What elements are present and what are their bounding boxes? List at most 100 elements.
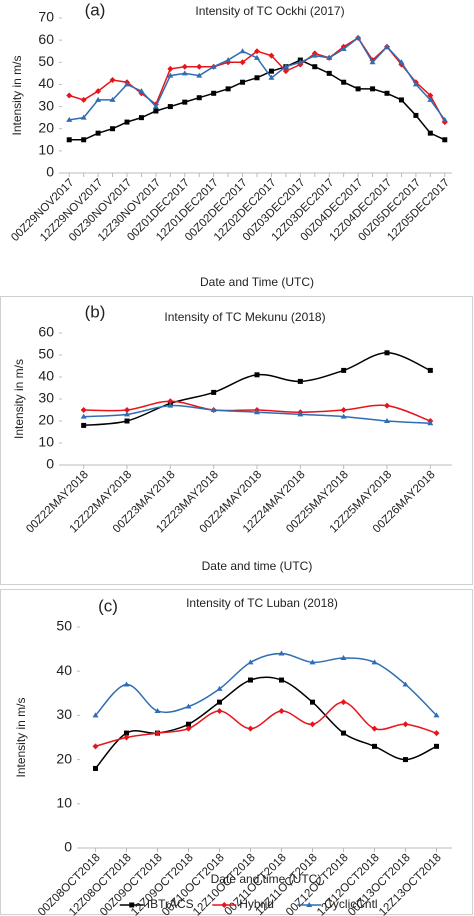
marker <box>370 86 376 92</box>
marker <box>124 411 130 417</box>
series-line <box>95 701 437 748</box>
marker <box>167 402 174 408</box>
marker <box>66 116 73 122</box>
marker <box>427 92 434 99</box>
marker <box>196 95 202 101</box>
y-tick-label: 40 <box>56 662 72 678</box>
marker <box>427 420 434 426</box>
marker <box>268 52 275 59</box>
marker <box>355 34 362 40</box>
marker <box>109 77 116 83</box>
marker <box>297 411 304 417</box>
marker <box>398 59 405 65</box>
marker <box>124 730 129 736</box>
marker <box>340 413 347 419</box>
marker <box>309 721 316 728</box>
marker <box>326 70 332 76</box>
marker <box>217 699 222 705</box>
marker <box>95 130 101 136</box>
marker <box>413 112 419 118</box>
marker <box>154 707 161 713</box>
marker <box>427 130 433 136</box>
legend-label: IBTrACS <box>147 897 194 911</box>
y-tick-label: 50 <box>38 346 54 362</box>
marker <box>129 902 135 908</box>
y-tick-label: 0 <box>46 164 54 180</box>
marker <box>138 88 145 94</box>
marker <box>167 104 173 110</box>
panel-frame <box>0 296 473 585</box>
marker <box>95 88 102 95</box>
marker <box>355 86 361 92</box>
marker <box>124 81 130 87</box>
chart-title: Intensity of TC Mekunu (2018) <box>164 310 325 324</box>
marker <box>221 902 228 908</box>
marker <box>278 650 285 656</box>
y-tick-label: 60 <box>38 324 54 340</box>
marker <box>196 63 203 70</box>
marker <box>152 103 159 109</box>
marker <box>412 81 419 87</box>
y-tick-label: 10 <box>56 795 72 811</box>
marker <box>216 685 223 691</box>
marker <box>66 92 73 99</box>
marker <box>254 409 260 415</box>
marker <box>306 902 313 907</box>
chart-title: Intensity of TC Luban (2018) <box>186 596 338 610</box>
panel-label: (a) <box>85 0 106 19</box>
y-axis-label: Intensity in m/s <box>12 359 26 439</box>
marker <box>372 743 377 749</box>
marker <box>92 743 99 750</box>
marker <box>154 730 161 737</box>
panel-label: (c) <box>98 596 118 615</box>
marker <box>341 367 347 373</box>
marker <box>124 407 130 413</box>
marker <box>268 68 274 74</box>
marker <box>124 418 130 424</box>
marker <box>186 721 191 727</box>
marker <box>216 707 223 714</box>
marker <box>138 115 144 121</box>
legend-label: Hybrid <box>239 897 274 911</box>
marker <box>369 59 376 65</box>
marker <box>211 389 217 395</box>
y-tick-label: 30 <box>56 706 72 722</box>
series-line <box>69 59 446 141</box>
series-line <box>83 352 431 427</box>
marker <box>254 372 260 378</box>
chart-title: Intensity of TC Ockhi (2017) <box>195 4 344 18</box>
panel-frame <box>0 589 473 915</box>
marker <box>80 114 87 120</box>
y-tick-label: 70 <box>38 9 54 25</box>
marker <box>427 96 434 102</box>
marker <box>340 654 347 660</box>
y-tick-label: 30 <box>38 390 54 406</box>
marker <box>182 99 188 105</box>
marker <box>254 75 260 81</box>
marker <box>167 72 174 78</box>
marker <box>402 681 409 687</box>
marker <box>371 659 378 665</box>
series-line <box>94 652 438 716</box>
marker <box>181 63 188 70</box>
marker <box>185 725 192 732</box>
marker <box>427 367 433 373</box>
marker <box>398 97 404 103</box>
marker <box>109 96 116 102</box>
marker <box>311 52 318 58</box>
marker <box>340 46 347 51</box>
marker <box>81 422 87 428</box>
series-line <box>94 676 437 769</box>
marker <box>402 721 409 728</box>
marker <box>92 712 99 718</box>
marker <box>66 137 72 143</box>
marker <box>326 54 333 60</box>
marker <box>181 70 188 76</box>
marker <box>123 734 130 741</box>
marker <box>309 659 316 665</box>
marker <box>341 79 347 85</box>
marker <box>282 63 289 69</box>
marker <box>167 398 174 405</box>
marker <box>384 43 390 49</box>
